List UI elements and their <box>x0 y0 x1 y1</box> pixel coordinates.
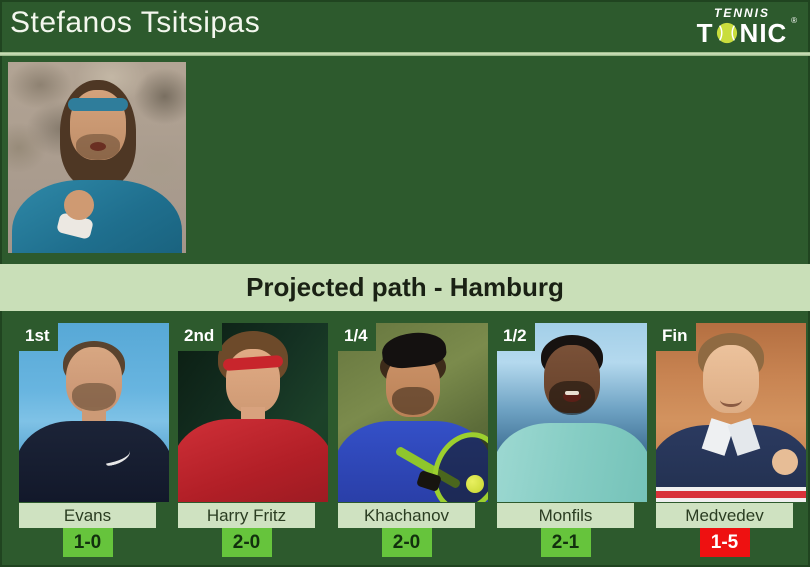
opponent-photo-monfils: 1/2 <box>497 323 647 502</box>
brand-letters-nic: NIC <box>739 18 788 48</box>
opponent-name: Harry Fritz <box>178 503 315 528</box>
round-label: 1/4 <box>338 323 376 351</box>
round-card-1st: 1st Evans 1-0 <box>19 323 169 557</box>
page-title: Stefanos Tsitsipas <box>10 6 261 39</box>
round-label: 1st <box>19 323 58 351</box>
h2h-badge: 1-0 <box>62 528 113 557</box>
tennis-ball-icon <box>716 22 738 44</box>
opponent-photo-khachanov: 1/4 <box>338 323 488 502</box>
h2h-badge: 2-1 <box>540 528 591 557</box>
h2h-badge: 1-5 <box>699 528 750 557</box>
registered-mark: ® <box>791 16 798 25</box>
header-divider <box>0 52 810 56</box>
brand-logo-top-text: TENNIS <box>713 6 770 20</box>
round-label: 2nd <box>178 323 223 351</box>
round-card-quarterfinal: 1/4 Khachanov 2-0 <box>338 323 488 557</box>
round-label: Fin <box>656 323 696 351</box>
projected-path-banner: Projected path - Hamburg <box>0 264 810 311</box>
h2h-badge: 2-0 <box>381 528 432 557</box>
opponent-name: Evans <box>19 503 156 528</box>
opponent-photo-evans: 1st <box>19 323 169 502</box>
opponent-name: Monfils <box>497 503 634 528</box>
round-card-final: Fin Medvedev 1-5 <box>656 323 806 557</box>
opponent-name: Medvedev <box>656 503 793 528</box>
brand-logo-bottom-text: T NIC ® <box>694 16 797 48</box>
round-card-semifinal: 1/2 Monfils 2-1 <box>497 323 647 557</box>
brand-logo: TENNIS T NIC ® <box>694 6 797 48</box>
banner-text: Projected path - Hamburg <box>246 272 564 302</box>
player-photo-tsitsipas <box>8 62 186 253</box>
round-label: 1/2 <box>497 323 535 351</box>
opponent-photo-harry-fritz: 2nd <box>178 323 328 502</box>
round-card-2nd: 2nd Harry Fritz 2-0 <box>178 323 328 557</box>
opponent-photo-medvedev: Fin <box>656 323 806 502</box>
brand-letter-t: T <box>696 18 714 48</box>
h2h-badge: 2-0 <box>221 528 272 557</box>
opponent-name: Khachanov <box>338 503 475 528</box>
